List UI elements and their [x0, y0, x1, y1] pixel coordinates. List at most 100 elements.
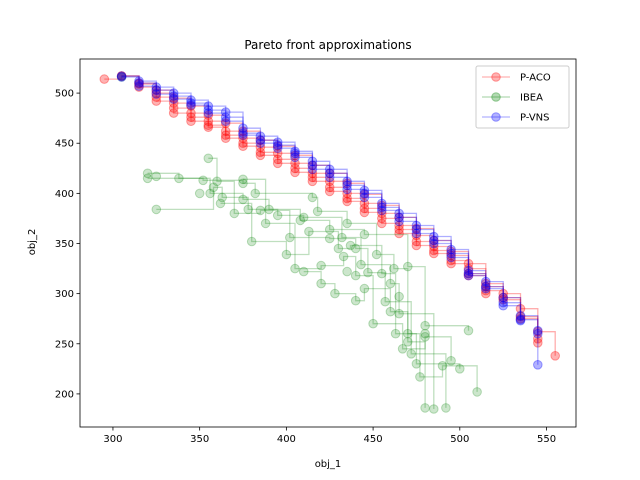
p-aco-point: [99, 74, 110, 84]
p-aco-front-line: [104, 75, 556, 356]
series-p-vns: [116, 71, 543, 370]
ibea-point: [446, 356, 456, 366]
ibea-point: [342, 266, 352, 277]
legend-marker-p-aco: [491, 72, 501, 82]
p-aco-point: [533, 334, 543, 344]
p-aco-point: [307, 168, 318, 179]
p-aco-point: [394, 224, 404, 235]
p-aco-point: [220, 133, 231, 143]
p-aco-point: [377, 213, 387, 224]
p-aco-point: [290, 158, 300, 169]
p-vns-point: [359, 188, 370, 199]
ibea-point: [371, 249, 382, 260]
p-aco-point: [463, 258, 474, 269]
p-aco-front-line: [156, 100, 487, 294]
p-aco-point: [307, 172, 318, 183]
p-vns-point: [220, 116, 231, 126]
p-vns-point: [394, 212, 404, 223]
p-aco-point: [134, 78, 144, 88]
ibea-point: [377, 268, 387, 279]
ibea-front-line: [147, 172, 470, 331]
p-aco-point: [550, 351, 561, 361]
p-aco-point: [203, 122, 214, 132]
p-vns-point: [203, 108, 214, 118]
ibea-point: [359, 283, 370, 294]
ibea-point: [307, 192, 318, 203]
ibea-point: [368, 318, 378, 329]
p-vns-point: [411, 228, 422, 239]
p-vns-point: [463, 265, 474, 276]
p-aco-point: [515, 303, 526, 314]
p-vns-point: [394, 208, 404, 219]
ibea-front-line: [303, 270, 461, 369]
ibea-point: [215, 198, 226, 209]
p-aco-point: [134, 79, 144, 89]
p-aco-point: [377, 200, 387, 211]
p-vns-point: [324, 164, 335, 175]
p-aco-point: [255, 142, 266, 152]
ibea-point: [420, 328, 430, 339]
p-aco-point: [377, 208, 387, 219]
p-vns-point: [307, 164, 318, 175]
p-aco-point: [186, 101, 196, 111]
p-vns-point: [307, 156, 318, 167]
ibea-point: [420, 403, 430, 413]
p-vns-point: [168, 94, 179, 104]
p-aco-point: [272, 158, 283, 169]
p-aco-point: [446, 246, 456, 257]
p-aco-point: [359, 198, 370, 209]
y-tick-label: 200: [55, 389, 74, 400]
p-vns-point: [168, 88, 179, 98]
p-aco-point: [446, 258, 456, 269]
ibea-point: [324, 233, 335, 244]
p-aco-point: [134, 82, 144, 92]
ibea-point: [333, 243, 344, 254]
p-aco-point: [324, 182, 335, 193]
p-aco-point: [307, 160, 318, 171]
ibea-point: [264, 204, 274, 215]
legend-box: [475, 65, 570, 129]
ibea-point: [260, 218, 271, 229]
ibea-point: [429, 404, 439, 414]
ibea-point: [243, 204, 253, 215]
p-vns-point: [290, 148, 300, 159]
p-aco-point: [203, 120, 214, 130]
ibea-point: [350, 295, 361, 306]
p-aco-point: [515, 313, 526, 324]
y-axis-label: obj_2: [27, 229, 38, 256]
p-aco-point: [290, 150, 300, 161]
ibea-point: [198, 175, 208, 186]
p-vns-point: [359, 185, 370, 196]
y-tick-label: 300: [55, 289, 74, 300]
p-aco-point: [290, 167, 300, 178]
p-aco-point: [394, 228, 404, 239]
plot-area: [99, 71, 561, 414]
p-vns-point: [429, 238, 439, 249]
p-vns-point: [324, 168, 335, 179]
p-aco-point: [481, 288, 491, 299]
p-vns-point: [116, 72, 127, 82]
p-vns-point: [342, 180, 352, 191]
p-aco-point: [168, 93, 179, 103]
p-aco-point: [342, 188, 352, 199]
p-aco-point: [116, 71, 127, 81]
ibea-point: [238, 194, 248, 205]
p-aco-point: [220, 118, 231, 128]
p-vns-point: [186, 98, 196, 108]
axes: 300 350 400 450 500 550 200 250 300 350 400 450 500: [55, 58, 577, 445]
p-vns-point: [481, 283, 491, 294]
p-vns-point: [220, 112, 231, 122]
p-vns-point: [498, 292, 509, 303]
ibea-point: [420, 320, 430, 331]
p-aco-point: [463, 263, 474, 274]
ibea-point: [295, 215, 306, 226]
p-vns-point: [272, 143, 283, 153]
p-aco-point: [151, 85, 162, 95]
p-vns-point: [515, 315, 526, 326]
y-tick-label: 350: [55, 239, 74, 250]
p-aco-point: [394, 212, 404, 223]
ibea-point: [298, 266, 309, 277]
ibea-point: [403, 337, 413, 347]
ibea-front-line: [243, 178, 452, 361]
ibea-point: [455, 364, 465, 374]
